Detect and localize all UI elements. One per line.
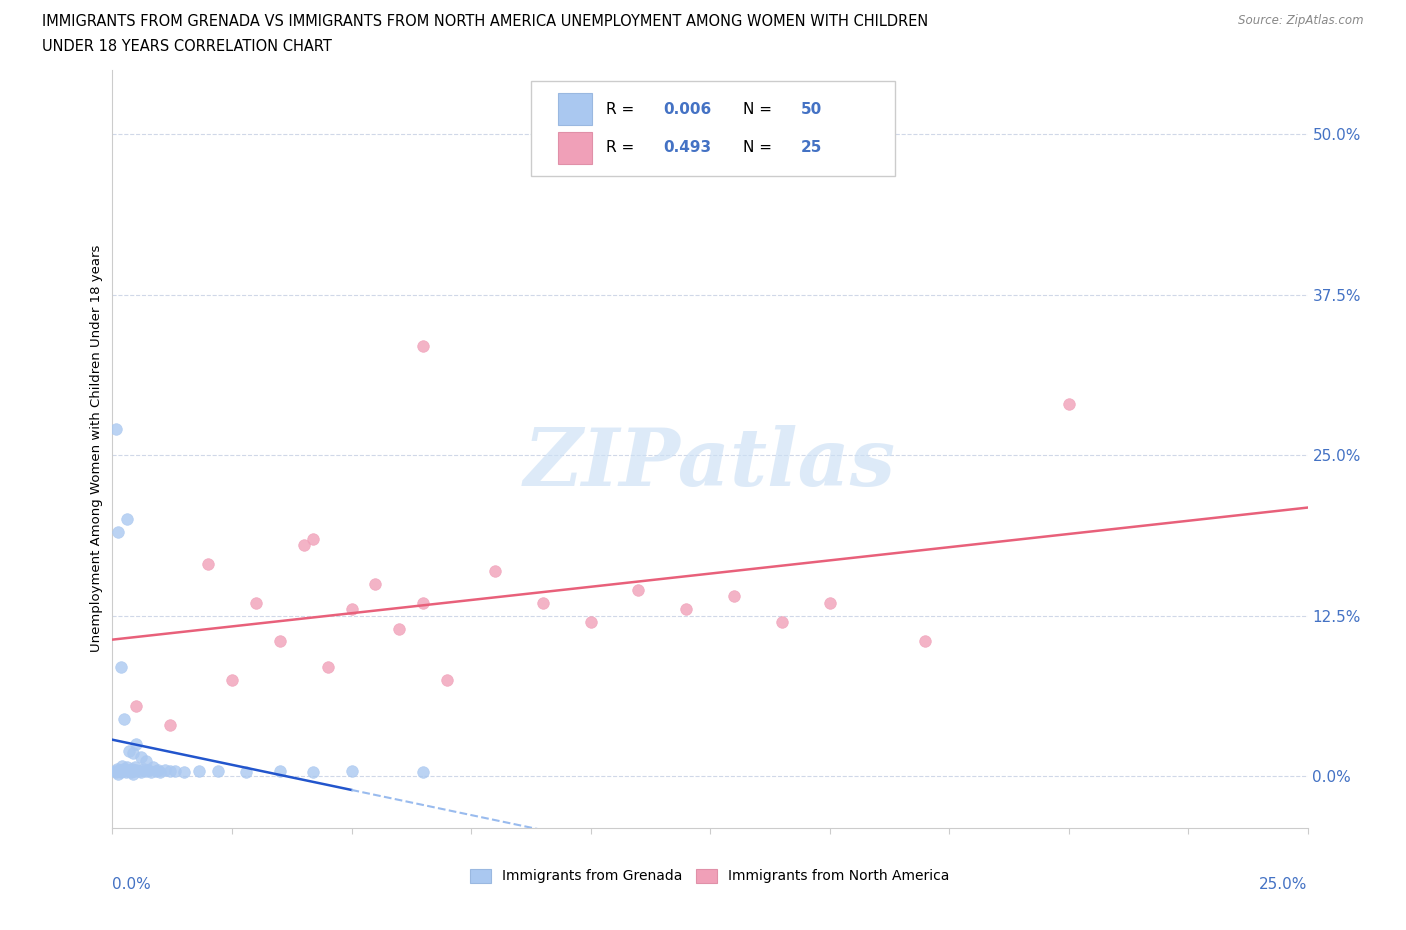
Point bbox=[105, 761, 128, 776]
Text: 25: 25 bbox=[801, 140, 823, 155]
Point bbox=[245, 595, 267, 610]
Point bbox=[128, 764, 150, 778]
Point bbox=[235, 765, 257, 780]
Point bbox=[122, 764, 145, 778]
Point bbox=[149, 765, 172, 780]
Point bbox=[121, 746, 143, 761]
Point bbox=[388, 621, 411, 636]
Point bbox=[412, 765, 434, 780]
FancyBboxPatch shape bbox=[531, 81, 896, 176]
Point bbox=[579, 615, 602, 630]
Point bbox=[121, 766, 143, 781]
Legend: Immigrants from Grenada, Immigrants from North America: Immigrants from Grenada, Immigrants from… bbox=[465, 863, 955, 889]
Point bbox=[110, 659, 132, 674]
Point bbox=[292, 538, 315, 552]
Point bbox=[107, 766, 129, 781]
Point bbox=[117, 764, 139, 778]
Point bbox=[139, 765, 162, 780]
Point bbox=[163, 764, 186, 778]
Point bbox=[269, 634, 291, 649]
Point bbox=[364, 577, 387, 591]
Point bbox=[221, 672, 243, 687]
Point bbox=[138, 763, 160, 777]
Point bbox=[436, 672, 458, 687]
Point bbox=[302, 765, 325, 780]
Text: 50: 50 bbox=[801, 101, 823, 117]
Point bbox=[302, 531, 325, 546]
Point bbox=[207, 764, 229, 778]
Point bbox=[269, 764, 291, 778]
Point bbox=[105, 422, 128, 437]
Point bbox=[115, 760, 138, 775]
Text: IMMIGRANTS FROM GRENADA VS IMMIGRANTS FROM NORTH AMERICA UNEMPLOYMENT AMONG WOME: IMMIGRANTS FROM GRENADA VS IMMIGRANTS FR… bbox=[42, 14, 928, 29]
Bar bbox=[558, 93, 592, 126]
Point bbox=[484, 564, 506, 578]
Point bbox=[412, 595, 434, 610]
Point bbox=[125, 763, 148, 777]
Point bbox=[135, 764, 157, 778]
Point bbox=[412, 339, 434, 353]
Text: R =: R = bbox=[606, 140, 640, 155]
Point bbox=[115, 765, 138, 780]
Point bbox=[115, 512, 138, 526]
Point bbox=[124, 760, 146, 775]
Point bbox=[159, 764, 181, 778]
Text: 0.0%: 0.0% bbox=[112, 877, 152, 892]
Point bbox=[111, 759, 134, 774]
Point bbox=[153, 763, 176, 777]
Y-axis label: Unemployment Among Women with Children Under 18 years: Unemployment Among Women with Children U… bbox=[90, 245, 103, 653]
Point bbox=[125, 698, 148, 713]
Point bbox=[110, 765, 132, 780]
Point bbox=[197, 557, 219, 572]
Point bbox=[107, 525, 129, 539]
Point bbox=[121, 761, 143, 776]
Point bbox=[129, 765, 152, 780]
Point bbox=[132, 761, 155, 776]
Text: Source: ZipAtlas.com: Source: ZipAtlas.com bbox=[1239, 14, 1364, 27]
Point bbox=[187, 764, 209, 778]
Point bbox=[135, 753, 157, 768]
Text: UNDER 18 YEARS CORRELATION CHART: UNDER 18 YEARS CORRELATION CHART bbox=[42, 39, 332, 54]
Point bbox=[118, 763, 141, 777]
Text: R =: R = bbox=[606, 101, 640, 117]
Point bbox=[125, 737, 148, 751]
Text: 0.493: 0.493 bbox=[664, 140, 711, 155]
Point bbox=[104, 764, 127, 778]
Point bbox=[146, 763, 169, 777]
Text: 25.0%: 25.0% bbox=[1260, 877, 1308, 892]
Point bbox=[627, 582, 650, 597]
Point bbox=[173, 765, 195, 780]
Point bbox=[340, 764, 363, 778]
Text: N =: N = bbox=[744, 140, 778, 155]
Point bbox=[118, 743, 141, 758]
Point bbox=[531, 595, 554, 610]
Point bbox=[159, 717, 181, 732]
Point bbox=[675, 602, 697, 617]
Point bbox=[142, 760, 165, 775]
Point bbox=[770, 615, 793, 630]
Point bbox=[914, 634, 936, 649]
Point bbox=[129, 750, 152, 764]
Point bbox=[108, 763, 131, 777]
Point bbox=[105, 765, 128, 780]
Point bbox=[1057, 396, 1080, 411]
Point bbox=[818, 595, 841, 610]
Text: N =: N = bbox=[744, 101, 778, 117]
Point bbox=[120, 765, 142, 780]
Text: 0.006: 0.006 bbox=[664, 101, 711, 117]
Bar bbox=[558, 132, 592, 164]
Point bbox=[316, 659, 339, 674]
Point bbox=[114, 711, 135, 726]
Point bbox=[114, 761, 135, 776]
Text: ZIPatlas: ZIPatlas bbox=[524, 425, 896, 502]
Point bbox=[111, 764, 134, 778]
Point bbox=[340, 602, 363, 617]
Point bbox=[723, 589, 745, 604]
Point bbox=[145, 764, 167, 778]
